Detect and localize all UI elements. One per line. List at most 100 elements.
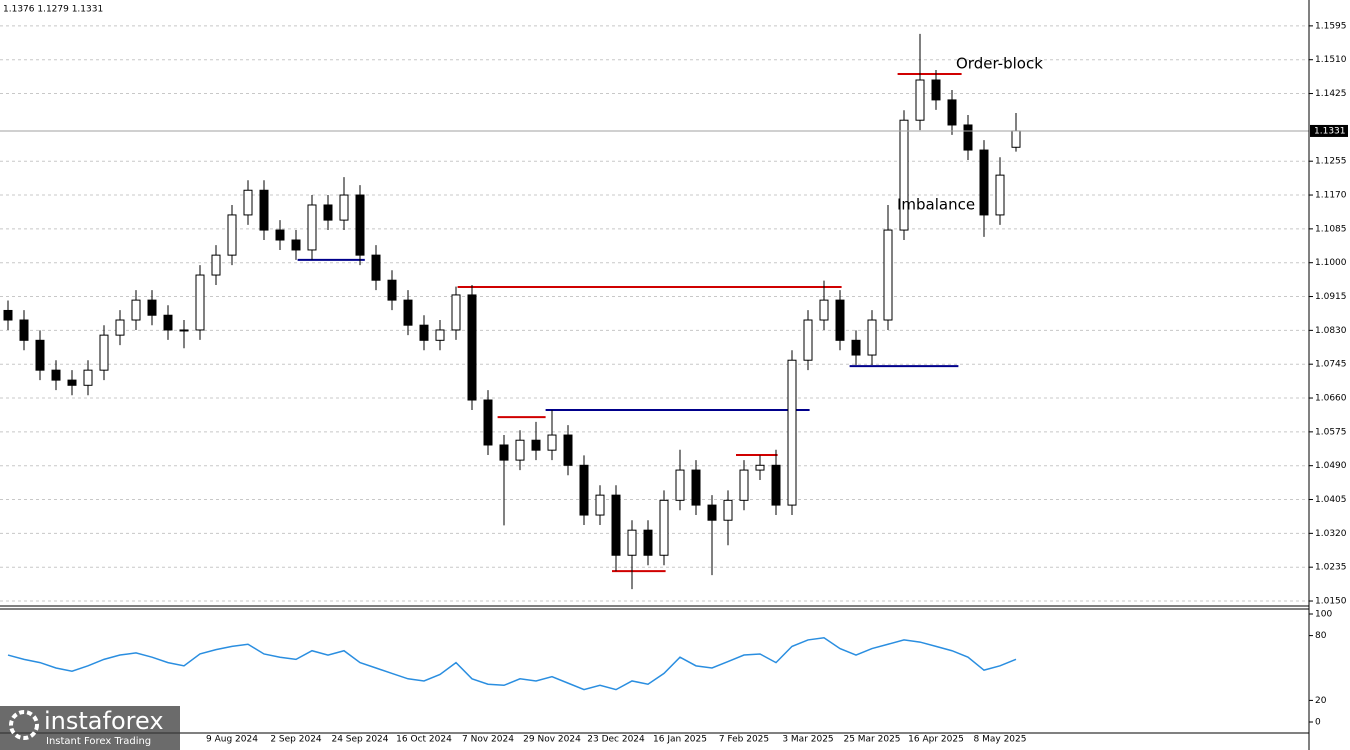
candle-body: [387, 279, 397, 301]
candle-body: [915, 79, 925, 121]
candle-body: [739, 469, 749, 501]
candle-body: [115, 319, 125, 336]
candle-body: [643, 529, 653, 556]
candle-body: [579, 464, 589, 516]
candle-body: [3, 309, 13, 321]
candle-body: [67, 379, 77, 386]
ohlc-header: 1.1376 1.1279 1.1331: [3, 5, 103, 15]
candle-body: [547, 434, 557, 451]
candle-body: [931, 79, 941, 101]
candle-body: [979, 149, 989, 216]
candle-body: [323, 204, 333, 221]
candle-body: [355, 194, 365, 256]
candle-body: [275, 229, 285, 241]
x-tick-label: 24 Sep 2024: [331, 735, 388, 745]
annotation: Order-block: [956, 55, 1043, 73]
candle-body: [707, 504, 717, 521]
x-tick-label: 23 Dec 2024: [587, 735, 645, 745]
candle-body: [451, 294, 461, 331]
y-tick-label: 1.0235: [1315, 563, 1347, 573]
x-tick-label: 16 Apr 2025: [908, 735, 964, 745]
candle-body: [339, 194, 349, 221]
y-tick-label: 1.0915: [1315, 292, 1347, 302]
candle-body: [723, 499, 733, 521]
y-tick-label: 1.1510: [1315, 55, 1347, 65]
y-tick-label: 1.0830: [1315, 326, 1347, 336]
grid: [0, 25, 1309, 602]
x-tick-label: 3 Mar 2025: [782, 735, 833, 745]
candle-body: [259, 189, 269, 231]
candle-body: [963, 124, 973, 151]
annotation: Imbalance: [897, 196, 975, 214]
x-tick-label: 7 Feb 2025: [719, 735, 769, 745]
candle-body: [211, 254, 221, 276]
candle-body: [131, 299, 141, 321]
plot: [0, 33, 1309, 691]
y-tick-label: 1.0320: [1315, 529, 1347, 539]
candle-body: [787, 359, 797, 506]
candle-body: [627, 529, 637, 556]
candle-body: [595, 494, 605, 516]
candle-body: [675, 469, 685, 501]
candle-body: [227, 214, 237, 256]
candle-body: [195, 274, 205, 331]
candle-body: [483, 399, 493, 446]
y-tick-label: 1.1000: [1315, 258, 1347, 268]
candle-body: [1011, 130, 1021, 148]
candle-body: [435, 329, 445, 341]
candle-body: [179, 329, 189, 332]
candle-body: [755, 464, 765, 471]
x-tick-label: 29 Nov 2024: [523, 735, 581, 745]
candle-body: [995, 174, 1005, 216]
x-tick-label: 16 Oct 2024: [396, 735, 452, 745]
candle-body: [19, 319, 29, 341]
candle-body: [403, 299, 413, 326]
candle-body: [419, 324, 429, 341]
candle-body: [947, 99, 957, 126]
logo-brand: instaforex: [44, 707, 164, 735]
candle-body: [515, 439, 525, 461]
y-tick-label: 80: [1315, 631, 1327, 641]
logo-tagline: Instant Forex Trading: [46, 736, 151, 747]
logo-icon: [9, 710, 39, 740]
candle-body: [499, 444, 509, 461]
candle-body: [563, 434, 573, 466]
candle-body: [899, 119, 909, 231]
y-tick-label: 100: [1315, 610, 1332, 620]
y-tick-label: 1.1425: [1315, 89, 1347, 99]
last-price-box: [1310, 124, 1348, 137]
candle-body: [467, 294, 477, 401]
candle-body: [835, 299, 845, 341]
candle-body: [35, 339, 45, 371]
indicator-line: [7, 636, 1017, 691]
y-tick-label: 1.1255: [1315, 157, 1347, 167]
candle-body: [243, 189, 253, 216]
candle-body: [691, 469, 701, 506]
candle-body: [51, 369, 61, 381]
x-tick-label: 8 May 2025: [974, 735, 1027, 745]
candle-body: [83, 369, 93, 386]
y-tick-label: 1.0660: [1315, 394, 1347, 404]
y-tick-label: 1.0490: [1315, 461, 1347, 471]
last-price-label: 1.1331: [1314, 126, 1346, 136]
candle-body: [819, 299, 829, 321]
y-tick-label: 20: [1315, 696, 1327, 706]
y-tick-label: 1.1595: [1315, 21, 1347, 31]
y-tick-label: 1.0150: [1315, 597, 1347, 607]
candle-body: [291, 239, 301, 251]
candle-body: [147, 299, 157, 316]
x-tick-label: 2 Sep 2024: [270, 735, 322, 745]
candle-body: [867, 319, 877, 356]
candle-body: [307, 204, 317, 251]
axes: 1.1595 1.1510 1.1425 1.1255 1.1170 1.1085 1.10…: [206, 21, 1348, 745]
y-tick-label: 1.0575: [1315, 427, 1347, 437]
y-tick-label: 1.0405: [1315, 495, 1347, 505]
candle-body: [611, 494, 621, 556]
candle-body: [99, 334, 109, 371]
candle-body: [163, 314, 173, 331]
candle-body: [531, 439, 541, 451]
x-tick-label: 9 Aug 2024: [206, 735, 258, 745]
x-tick-label: 25 Mar 2025: [843, 735, 900, 745]
